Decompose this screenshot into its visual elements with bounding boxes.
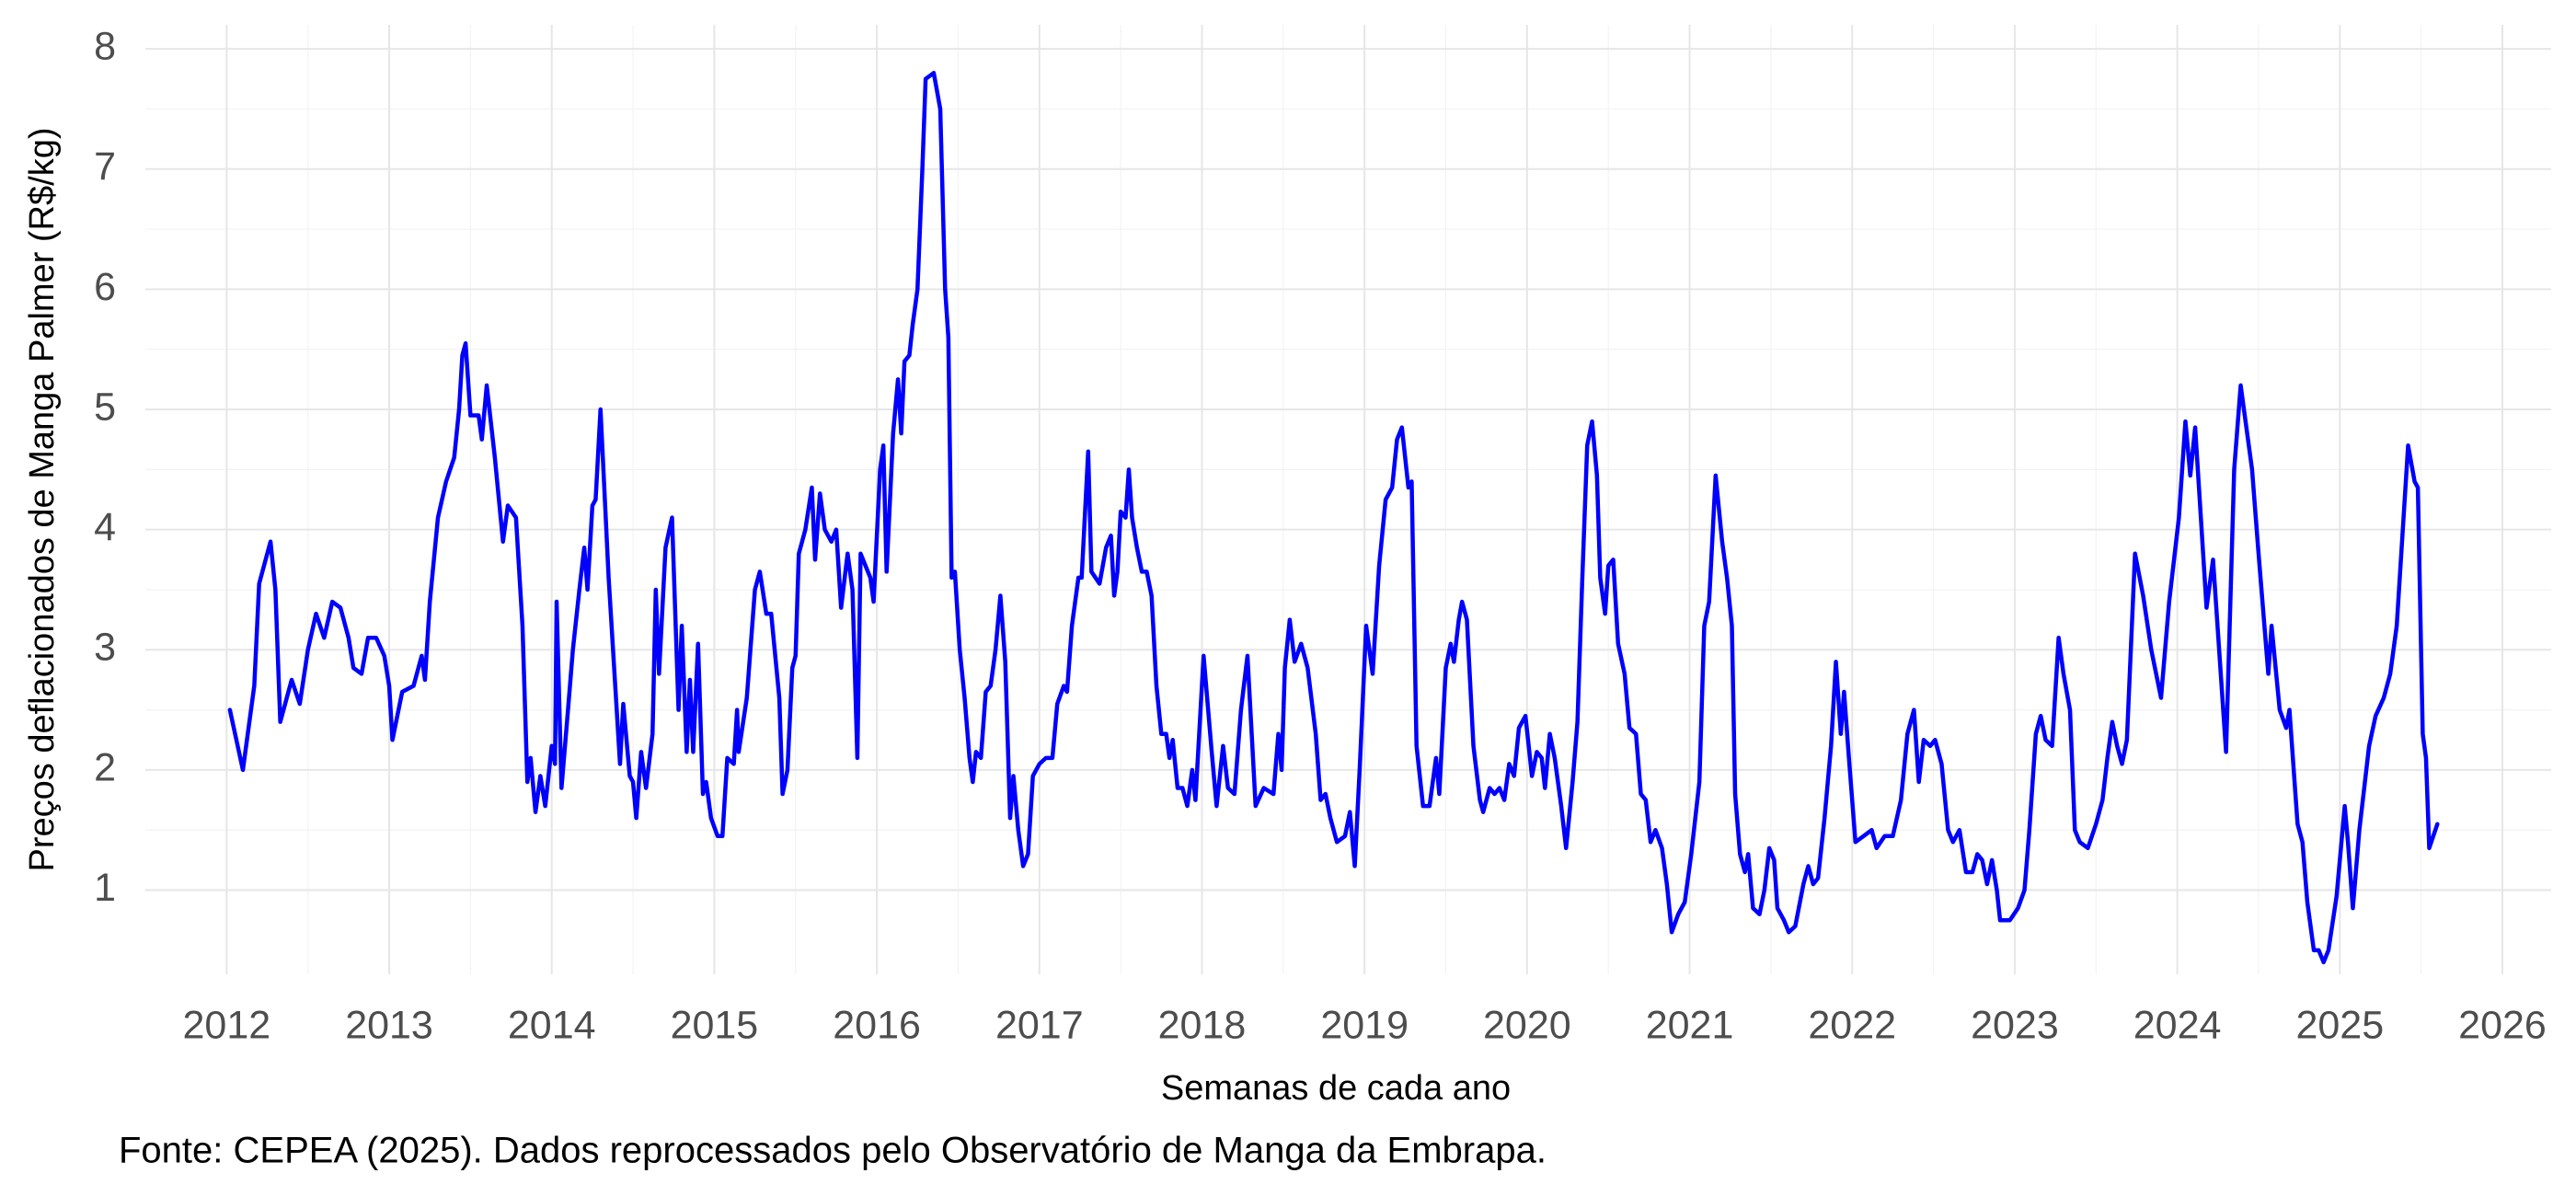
x-tick-label: 2022: [1808, 1003, 1896, 1047]
y-tick-label: 3: [94, 626, 116, 670]
y-tick-label: 4: [94, 505, 116, 549]
y-tick-label: 1: [94, 866, 116, 910]
x-tick-label: 2016: [833, 1003, 921, 1047]
y-tick-label: 8: [94, 24, 116, 68]
x-tick-label: 2021: [1646, 1003, 1734, 1047]
plot-area: [227, 71, 2440, 965]
x-tick-label: 2019: [1320, 1003, 1409, 1047]
x-tick-label: 2026: [2458, 1003, 2547, 1047]
grid: [145, 25, 2551, 974]
x-tick-label: 2014: [508, 1003, 596, 1047]
caption: Fonte: CEPEA (2025). Dados reprocessados…: [119, 1131, 1547, 1171]
price-line: [227, 71, 2440, 965]
x-tick-label: 2013: [345, 1003, 433, 1047]
x-tick-label: 2023: [1971, 1003, 2059, 1047]
y-axis-title: Preços deflacionados de Manga Palmer (R$…: [23, 128, 62, 872]
y-tick-label: 6: [94, 265, 116, 309]
y-tick-label: 2: [94, 745, 116, 789]
x-axis-title: Semanas de cada ano: [1161, 1069, 1511, 1108]
x-tick-label: 2012: [183, 1003, 271, 1047]
x-tick-label: 2017: [995, 1003, 1084, 1047]
y-tick-label: 7: [94, 144, 116, 189]
x-tick-label: 2020: [1483, 1003, 1571, 1047]
x-tick-label: 2018: [1158, 1003, 1247, 1047]
y-tick-label: 5: [94, 385, 116, 429]
x-tick-label: 2025: [2295, 1003, 2384, 1047]
x-tick-label: 2015: [671, 1003, 759, 1047]
x-tick-label: 2024: [2133, 1003, 2222, 1047]
